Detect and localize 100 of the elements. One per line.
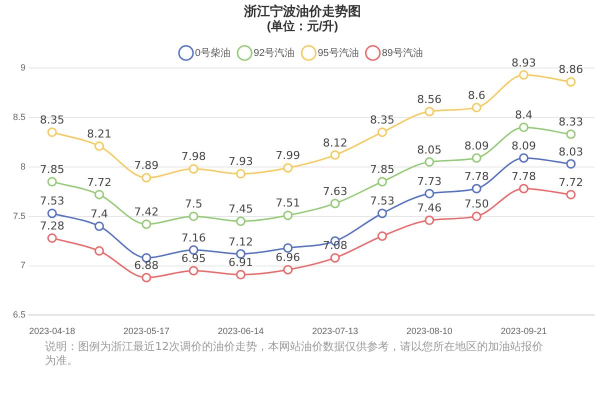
data-label: 8.03 (558, 145, 584, 158)
point (236, 216, 246, 226)
point (47, 208, 57, 218)
data-label: 8.09 (464, 139, 489, 152)
data-label: 7.28 (40, 219, 64, 232)
point (94, 221, 104, 231)
data-label: 7.73 (417, 174, 442, 188)
data-label: 7.16 (181, 231, 206, 244)
point (378, 231, 388, 241)
point (142, 219, 152, 229)
y-tick-label: 9 (20, 62, 26, 72)
x-tick-label: 2023-06-14 (218, 326, 264, 336)
point (188, 212, 198, 222)
data-label: 7.99 (276, 149, 300, 162)
data-label: 7.85 (370, 163, 395, 176)
data-label: 7.5 (184, 198, 202, 211)
point (424, 216, 434, 226)
data-label: 8.6 (468, 88, 486, 102)
data-label: 6.91 (228, 256, 254, 270)
data-label: 7.78 (464, 170, 489, 183)
data-label: 7.4 (90, 208, 108, 221)
point (424, 188, 434, 198)
point (472, 212, 482, 222)
data-label: 7.50 (464, 198, 489, 211)
point (519, 184, 528, 194)
chart-title: 浙江宁波油价走势图 (243, 3, 361, 18)
point (330, 198, 340, 208)
data-label: 8.56 (417, 92, 442, 106)
point (142, 272, 152, 282)
data-label: 7.78 (512, 170, 536, 183)
data-label: 7.46 (417, 202, 442, 215)
y-tick-label: 7 (20, 260, 26, 270)
data-label: 7.12 (228, 235, 254, 248)
data-label: 6.96 (276, 251, 300, 264)
data-label: 7.42 (134, 206, 159, 219)
point (94, 141, 104, 151)
legend-label: 95号汽油 (318, 46, 359, 59)
point (47, 128, 57, 138)
point (330, 150, 340, 160)
legend-label: 0号柴油 (195, 46, 231, 59)
point (519, 70, 528, 80)
data-label: 8.35 (40, 114, 64, 127)
point (378, 176, 388, 186)
data-label: 8.4 (515, 108, 532, 122)
point (472, 153, 482, 163)
data-label: 7.51 (276, 196, 300, 210)
data-label: 7.89 (134, 159, 159, 172)
x-tick-label: 2023-09-21 (500, 326, 547, 336)
data-label: 8.33 (558, 116, 584, 129)
point (283, 163, 293, 173)
data-label: 8.86 (558, 63, 584, 76)
point (519, 153, 528, 163)
point (566, 77, 576, 87)
point (94, 190, 104, 200)
point (188, 266, 198, 276)
point (47, 233, 57, 243)
point (378, 128, 388, 138)
point (472, 102, 482, 112)
data-label: 7.72 (87, 176, 112, 189)
data-label: 7.45 (228, 202, 254, 216)
x-tick-label: 2023-05-17 (123, 326, 170, 336)
point (566, 159, 576, 169)
point (142, 173, 152, 183)
data-label: 7.63 (322, 184, 348, 198)
chart-subtitle: (单位：元/升) (266, 19, 338, 34)
point (472, 184, 482, 194)
y-tick-label: 7.5 (12, 210, 26, 221)
data-label: 7.08 (322, 239, 348, 252)
legend-label: 92号汽油 (254, 46, 295, 59)
y-tick-label: 8.5 (12, 112, 26, 122)
point (424, 106, 434, 116)
data-label: 6.88 (134, 258, 159, 272)
data-label: 7.98 (181, 150, 206, 164)
point (283, 264, 293, 274)
point (566, 130, 576, 139)
point (566, 190, 576, 200)
point (188, 164, 198, 174)
point (236, 270, 246, 280)
x-tick-label: 2023-04-18 (29, 326, 76, 336)
data-label: 8.09 (512, 139, 536, 152)
point (236, 169, 246, 179)
data-label: 6.95 (181, 252, 206, 266)
data-label: 7.72 (558, 176, 584, 189)
legend-label: 89号汽油 (382, 46, 423, 59)
data-label: 8.21 (87, 127, 112, 140)
data-label: 7.93 (228, 155, 254, 168)
point (283, 243, 293, 253)
data-label: 8.12 (322, 136, 348, 150)
y-tick-label: 6.5 (12, 310, 26, 320)
data-label: 8.35 (370, 114, 395, 127)
point (330, 253, 340, 263)
point (378, 208, 388, 218)
data-label: 7.53 (40, 194, 64, 208)
data-label: 7.85 (40, 163, 64, 176)
data-label: 8.05 (417, 143, 442, 156)
y-tick-label: 8 (20, 161, 26, 172)
point (283, 210, 293, 220)
point (424, 157, 434, 167)
point (519, 122, 528, 132)
x-tick-label: 2023-08-10 (406, 326, 452, 336)
